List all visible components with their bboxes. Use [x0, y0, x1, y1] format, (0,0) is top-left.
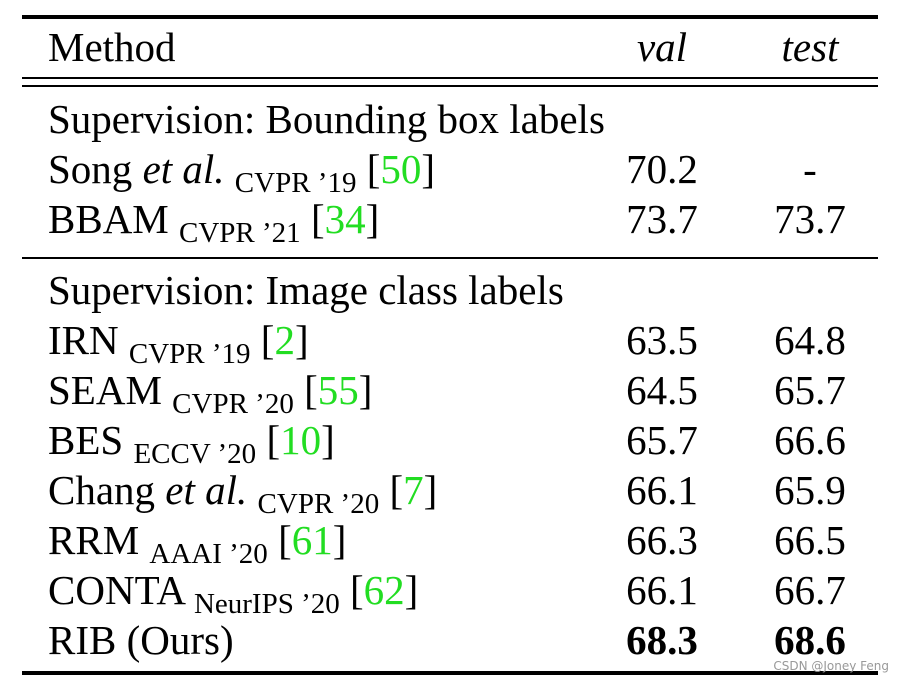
- method-name: SEAM: [48, 367, 162, 413]
- citation-link[interactable]: 7: [403, 467, 424, 513]
- method-cell: Chang et al. CVPR ’20 [7]: [48, 465, 437, 520]
- method-cell: CONTA NeurIPS ’20 [62]: [48, 565, 418, 620]
- val-score: 73.7: [612, 194, 712, 244]
- header-rule-upper: [22, 77, 878, 79]
- citation-link[interactable]: 55: [318, 367, 359, 413]
- method-name: Chang: [48, 467, 155, 513]
- val-score: 66.1: [612, 465, 712, 515]
- header-row: Method val test: [0, 22, 903, 72]
- header-rule-lower: [22, 85, 878, 87]
- table-row: RRM AAAI ’20 [61] 66.3 66.5: [0, 515, 903, 565]
- method-name-italic: et al.: [165, 467, 247, 513]
- mid-rule: [22, 257, 878, 259]
- val-score-best: 68.3: [612, 615, 712, 665]
- method-cell: IRN CVPR ’19 [2]: [48, 315, 309, 370]
- method-name-italic: et al.: [143, 146, 225, 192]
- test-score: 65.7: [758, 365, 862, 415]
- table-row: BBAM CVPR ’21 [34] 73.7 73.7: [0, 194, 903, 244]
- method-cell: SEAM CVPR ’20 [55]: [48, 365, 372, 420]
- table-row: IRN CVPR ’19 [2] 63.5 64.8: [0, 315, 903, 365]
- test-score: 66.7: [758, 565, 862, 615]
- method-name: CONTA: [48, 567, 184, 613]
- test-score: 65.9: [758, 465, 862, 515]
- venue: CVPR ’21: [179, 217, 301, 249]
- test-score: -: [758, 144, 862, 194]
- bottom-rule: [22, 671, 878, 675]
- citation-link[interactable]: 61: [292, 517, 333, 563]
- section-title: Supervision: Image class labels: [48, 265, 564, 315]
- table-row: Chang et al. CVPR ’20 [7] 66.1 65.9: [0, 465, 903, 515]
- test-score: 64.8: [758, 315, 862, 365]
- citation-link[interactable]: 10: [280, 417, 321, 463]
- test-score: 66.6: [758, 415, 862, 465]
- val-score: 66.1: [612, 565, 712, 615]
- val-score: 65.7: [612, 415, 712, 465]
- test-score-best: 68.6: [758, 615, 862, 665]
- section-title: Supervision: Bounding box labels: [48, 94, 605, 144]
- val-score: 64.5: [612, 365, 712, 415]
- citation-link[interactable]: 50: [380, 146, 421, 192]
- table-row: CONTA NeurIPS ’20 [62] 66.1 66.7: [0, 565, 903, 615]
- table-row: Song et al. CVPR ’19 [50] 70.2 -: [0, 144, 903, 194]
- method-cell: BES ECCV ’20 [10]: [48, 415, 335, 470]
- citation-link[interactable]: 2: [274, 317, 295, 363]
- val-score: 70.2: [612, 144, 712, 194]
- table-row: SEAM CVPR ’20 [55] 64.5 65.7: [0, 365, 903, 415]
- test-score: 73.7: [758, 194, 862, 244]
- section-title-row: Supervision: Image class labels: [0, 265, 903, 315]
- table-row-ours: RIB (Ours) 68.3 68.6: [0, 615, 903, 665]
- citation-link[interactable]: 34: [325, 196, 366, 242]
- top-rule: [22, 15, 878, 19]
- header-test: test: [758, 22, 862, 72]
- section-title-row: Supervision: Bounding box labels: [0, 94, 903, 144]
- method-cell: Song et al. CVPR ’19 [50]: [48, 144, 435, 199]
- method-cell: BBAM CVPR ’21 [34]: [48, 194, 379, 249]
- method-cell: RRM AAAI ’20 [61]: [48, 515, 346, 570]
- results-table-figure: Method val test Supervision: Bounding bo…: [0, 0, 903, 681]
- header-method: Method: [48, 22, 176, 72]
- method-name: IRN: [48, 317, 119, 363]
- test-score: 66.5: [758, 515, 862, 565]
- method-name: RIB (Ours): [48, 615, 234, 665]
- watermark-text: CSDN @Joney Feng: [773, 659, 889, 673]
- val-score: 63.5: [612, 315, 712, 365]
- header-val: val: [612, 22, 712, 72]
- citation-link[interactable]: 62: [364, 567, 405, 613]
- method-name: RRM: [48, 517, 139, 563]
- table-row: BES ECCV ’20 [10] 65.7 66.6: [0, 415, 903, 465]
- val-score: 66.3: [612, 515, 712, 565]
- method-name: Song: [48, 146, 132, 192]
- method-name: BES: [48, 417, 123, 463]
- method-name: BBAM: [48, 196, 169, 242]
